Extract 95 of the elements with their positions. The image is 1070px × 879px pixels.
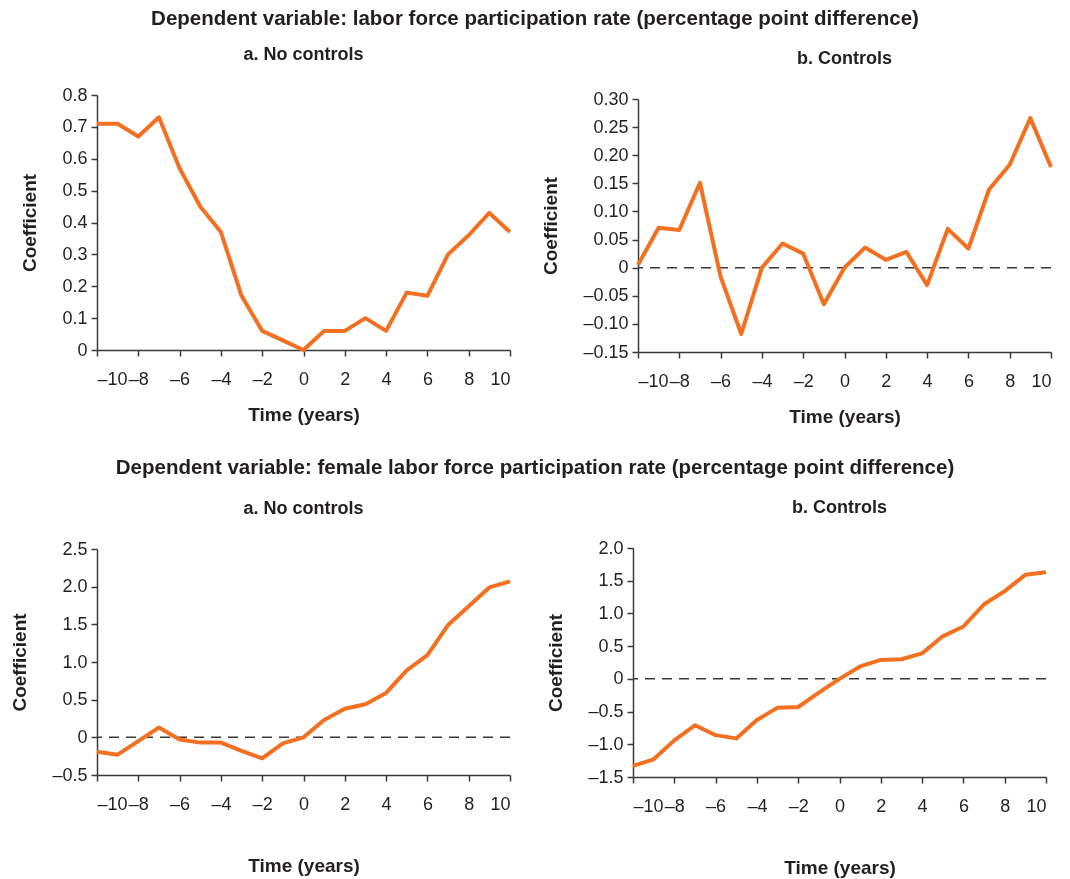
- x-tick-label: 6: [963, 370, 974, 391]
- x-tick-label: –8: [128, 793, 149, 814]
- x-tick-label: 0: [839, 370, 851, 391]
- x-tick-label: 4: [381, 368, 392, 389]
- x-tick-label: 6: [422, 368, 433, 389]
- x-tick-label: 0: [298, 793, 310, 814]
- x-tick-label: –4: [747, 795, 768, 816]
- y-tick-label: 0.4: [62, 212, 88, 232]
- y-tick-label: 0.25: [593, 116, 629, 137]
- x-tick-label: 2: [340, 368, 351, 389]
- line-series: [636, 116, 1053, 337]
- y-tick-label: 0: [613, 668, 624, 689]
- line-series: [631, 570, 1048, 768]
- text: Dependent variable: female labor force participation rate (percentage point difference): [115, 455, 955, 479]
- chart-title: a. No controls: [243, 498, 364, 518]
- x-tick-label: 8: [464, 793, 475, 814]
- x-axis-title: Time (years): [248, 854, 360, 876]
- x-tick-label: 6: [422, 793, 433, 814]
- y-tick-label: 1.5: [62, 613, 88, 634]
- y-axis-title: Coefficient: [9, 612, 31, 712]
- x-tick-label: 6: [958, 795, 969, 816]
- x-tick-label: –8: [128, 368, 149, 389]
- x-tick-label: 10: [1031, 370, 1052, 391]
- y-tick-label: –1.5: [588, 766, 624, 787]
- x-tick-label: –2: [788, 795, 809, 816]
- x-tick-label: –8: [664, 795, 685, 816]
- text: Dependent variable: labor force participation rate (percentage point difference): [151, 6, 919, 30]
- x-tick-label: 10: [490, 793, 511, 814]
- x-tick-label: –6: [170, 793, 191, 814]
- y-tick-label: 1.0: [62, 651, 88, 672]
- y-tick-label: –0.5: [588, 701, 624, 722]
- y-axis-title: Coefficient: [545, 613, 567, 713]
- y-tick-label: –0.15: [583, 341, 629, 362]
- x-tick-label: 2: [340, 793, 351, 814]
- x-axis-title: Time (years): [784, 856, 896, 878]
- x-tick-label: –4: [752, 370, 773, 391]
- y-tick-label: –1.0: [588, 733, 624, 754]
- y-tick-label: 0.5: [62, 180, 88, 201]
- y-tick-label: 0.8: [62, 84, 88, 105]
- y-tick-label: 0: [77, 339, 88, 360]
- x-tick-label: 8: [1000, 795, 1011, 816]
- x-tick-label: –10: [97, 368, 128, 389]
- y-tick-label: 0.5: [598, 635, 624, 656]
- y-tick-label: –0.5: [52, 764, 88, 785]
- chart-title: a. No controls: [243, 44, 364, 64]
- x-tick-label: –2: [793, 370, 814, 391]
- y-tick-label: 0.2: [62, 275, 88, 296]
- y-tick-label: 0.6: [62, 148, 88, 169]
- x-tick-label: –10: [638, 370, 669, 391]
- y-tick-label: 0.15: [593, 172, 629, 193]
- x-tick-label: 4: [922, 370, 933, 391]
- chart-title: b. Controls: [797, 48, 892, 68]
- y-tick-label: 2.0: [62, 576, 88, 597]
- x-tick-label: –10: [97, 793, 128, 814]
- x-axis-title: Time (years): [248, 403, 360, 425]
- chart-title: b. Controls: [792, 497, 887, 517]
- x-tick-label: –4: [211, 793, 232, 814]
- y-tick-label: 0.10: [593, 200, 629, 221]
- y-tick-label: 0.3: [62, 243, 88, 264]
- x-axis-title: Time (years): [789, 405, 901, 427]
- x-tick-label: 8: [464, 368, 475, 389]
- x-tick-label: –6: [170, 368, 191, 389]
- x-tick-label: –2: [252, 368, 273, 389]
- x-tick-label: 8: [1005, 370, 1016, 391]
- y-tick-label: 0.1: [62, 307, 88, 328]
- x-tick-label: –6: [706, 795, 727, 816]
- y-tick-label: 1.0: [598, 602, 624, 623]
- x-tick-label: 0: [834, 795, 846, 816]
- x-tick-label: 2: [881, 370, 892, 391]
- y-tick-label: 0.30: [593, 88, 629, 109]
- y-tick-label: –0.10: [583, 313, 629, 334]
- x-tick-label: 2: [876, 795, 887, 816]
- y-tick-label: 0.5: [62, 689, 88, 710]
- x-tick-label: –10: [633, 795, 664, 816]
- y-tick-label: 0: [77, 726, 88, 747]
- y-tick-label: 0.20: [593, 144, 629, 165]
- x-tick-label: –4: [211, 368, 232, 389]
- x-tick-label: 10: [490, 368, 511, 389]
- y-tick-label: 0.05: [593, 229, 629, 250]
- y-tick-label: 2.5: [62, 538, 88, 559]
- y-tick-label: 1.5: [598, 570, 624, 591]
- x-tick-label: 4: [917, 795, 928, 816]
- line-series: [95, 579, 512, 761]
- x-tick-label: –6: [711, 370, 732, 391]
- y-axis-title: Coefficient: [540, 176, 562, 276]
- y-tick-label: 0.7: [62, 116, 88, 137]
- x-tick-label: 10: [1026, 795, 1047, 816]
- y-tick-label: –0.05: [583, 285, 629, 306]
- x-tick-label: –2: [252, 793, 273, 814]
- y-tick-label: 2.0: [598, 537, 624, 558]
- y-tick-label: 0: [618, 257, 629, 278]
- x-tick-label: 4: [381, 793, 392, 814]
- y-axis-title: Coefficient: [19, 173, 41, 273]
- x-tick-label: –8: [669, 370, 690, 391]
- x-tick-label: 0: [298, 368, 310, 389]
